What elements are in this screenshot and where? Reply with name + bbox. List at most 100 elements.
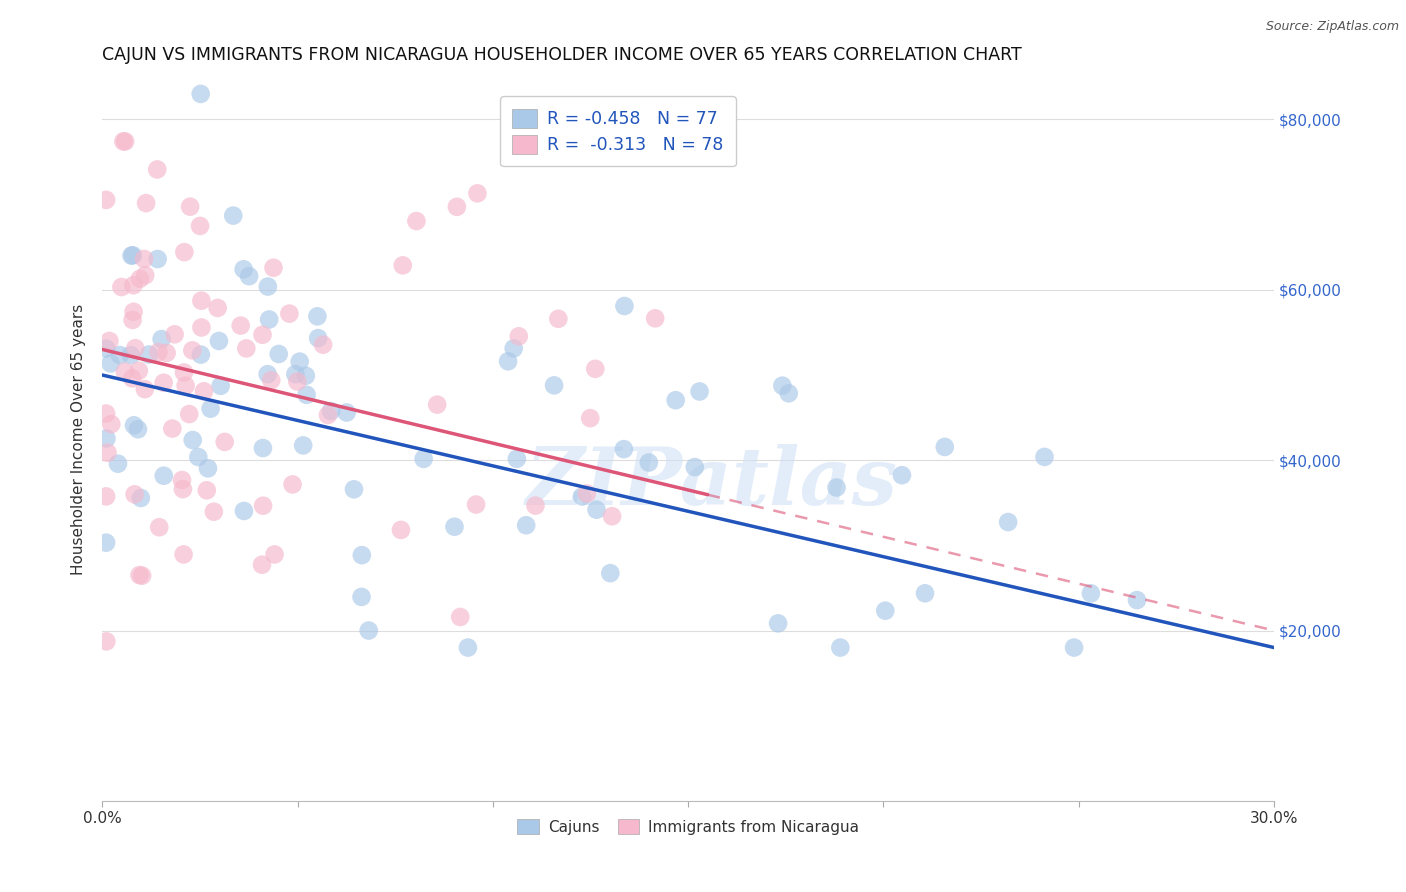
Point [524, 499, 547, 513]
Point [457, 640, 479, 655]
Point [122, 418, 145, 433]
Point [193, 384, 215, 399]
Point [148, 520, 170, 534]
Point [502, 342, 524, 356]
Point [146, 252, 169, 266]
Point [600, 509, 623, 524]
Point [778, 386, 800, 401]
Point [875, 604, 897, 618]
Point [200, 401, 222, 416]
Point [467, 186, 489, 201]
Point [148, 345, 170, 359]
Point [222, 209, 245, 223]
Point [257, 312, 280, 326]
Point [235, 342, 257, 356]
Point [256, 367, 278, 381]
Point [170, 473, 193, 487]
Point [94, 193, 117, 207]
Point [107, 457, 129, 471]
Point [665, 393, 688, 408]
Y-axis label: Householder Income Over 65 years: Householder Income Over 65 years [72, 303, 86, 574]
Point [830, 640, 852, 655]
Point [547, 311, 569, 326]
Point [644, 311, 666, 326]
Point [579, 411, 602, 425]
Point [443, 520, 465, 534]
Point [173, 548, 195, 562]
Point [508, 329, 530, 343]
Point [267, 347, 290, 361]
Point [312, 337, 335, 351]
Point [207, 301, 229, 315]
Point [190, 348, 212, 362]
Point [405, 214, 427, 228]
Point [770, 378, 793, 392]
Point [890, 468, 912, 483]
Point [357, 624, 380, 638]
Point [96, 445, 118, 459]
Point [412, 451, 434, 466]
Point [122, 305, 145, 319]
Point [252, 499, 274, 513]
Point [129, 491, 152, 505]
Point [152, 468, 174, 483]
Point [132, 252, 155, 266]
Point [190, 320, 212, 334]
Point [124, 341, 146, 355]
Point [583, 361, 606, 376]
Point [1063, 640, 1085, 655]
Text: Source: ZipAtlas.com: Source: ZipAtlas.com [1265, 20, 1399, 33]
Point [278, 307, 301, 321]
Point [295, 388, 318, 402]
Point [146, 162, 169, 177]
Text: ZIPatlas: ZIPatlas [526, 443, 897, 521]
Point [100, 417, 122, 432]
Point [197, 461, 219, 475]
Point [162, 421, 184, 435]
Point [163, 327, 186, 342]
Point [124, 487, 146, 501]
Point [232, 262, 254, 277]
Point [350, 548, 373, 562]
Point [914, 586, 936, 600]
Point [515, 518, 537, 533]
Point [114, 365, 136, 379]
Point [281, 477, 304, 491]
Point [94, 407, 117, 421]
Point [585, 502, 607, 516]
Point [179, 407, 201, 421]
Point [172, 482, 194, 496]
Point [319, 404, 342, 418]
Point [190, 293, 212, 308]
Point [997, 515, 1019, 529]
Point [252, 441, 274, 455]
Point [294, 368, 316, 383]
Point [292, 438, 315, 452]
Point [181, 433, 204, 447]
Point [449, 610, 471, 624]
Point [114, 135, 136, 149]
Point [316, 408, 339, 422]
Point [188, 219, 211, 233]
Point [94, 342, 117, 356]
Point [391, 258, 413, 272]
Point [214, 434, 236, 449]
Point [112, 135, 135, 149]
Point [120, 348, 142, 362]
Point [446, 200, 468, 214]
Point [134, 268, 156, 283]
Point [285, 375, 308, 389]
Point [173, 366, 195, 380]
Point [575, 486, 598, 500]
Point [496, 354, 519, 368]
Point [150, 332, 173, 346]
Point [1033, 450, 1056, 464]
Point [343, 483, 366, 497]
Point [506, 451, 529, 466]
Point [190, 87, 212, 101]
Point [98, 334, 121, 348]
Point [209, 379, 232, 393]
Point [233, 504, 256, 518]
Point [94, 535, 117, 549]
Text: CAJUN VS IMMIGRANTS FROM NICARAGUA HOUSEHOLDER INCOME OVER 65 YEARS CORRELATION : CAJUN VS IMMIGRANTS FROM NICARAGUA HOUSE… [103, 46, 1022, 64]
